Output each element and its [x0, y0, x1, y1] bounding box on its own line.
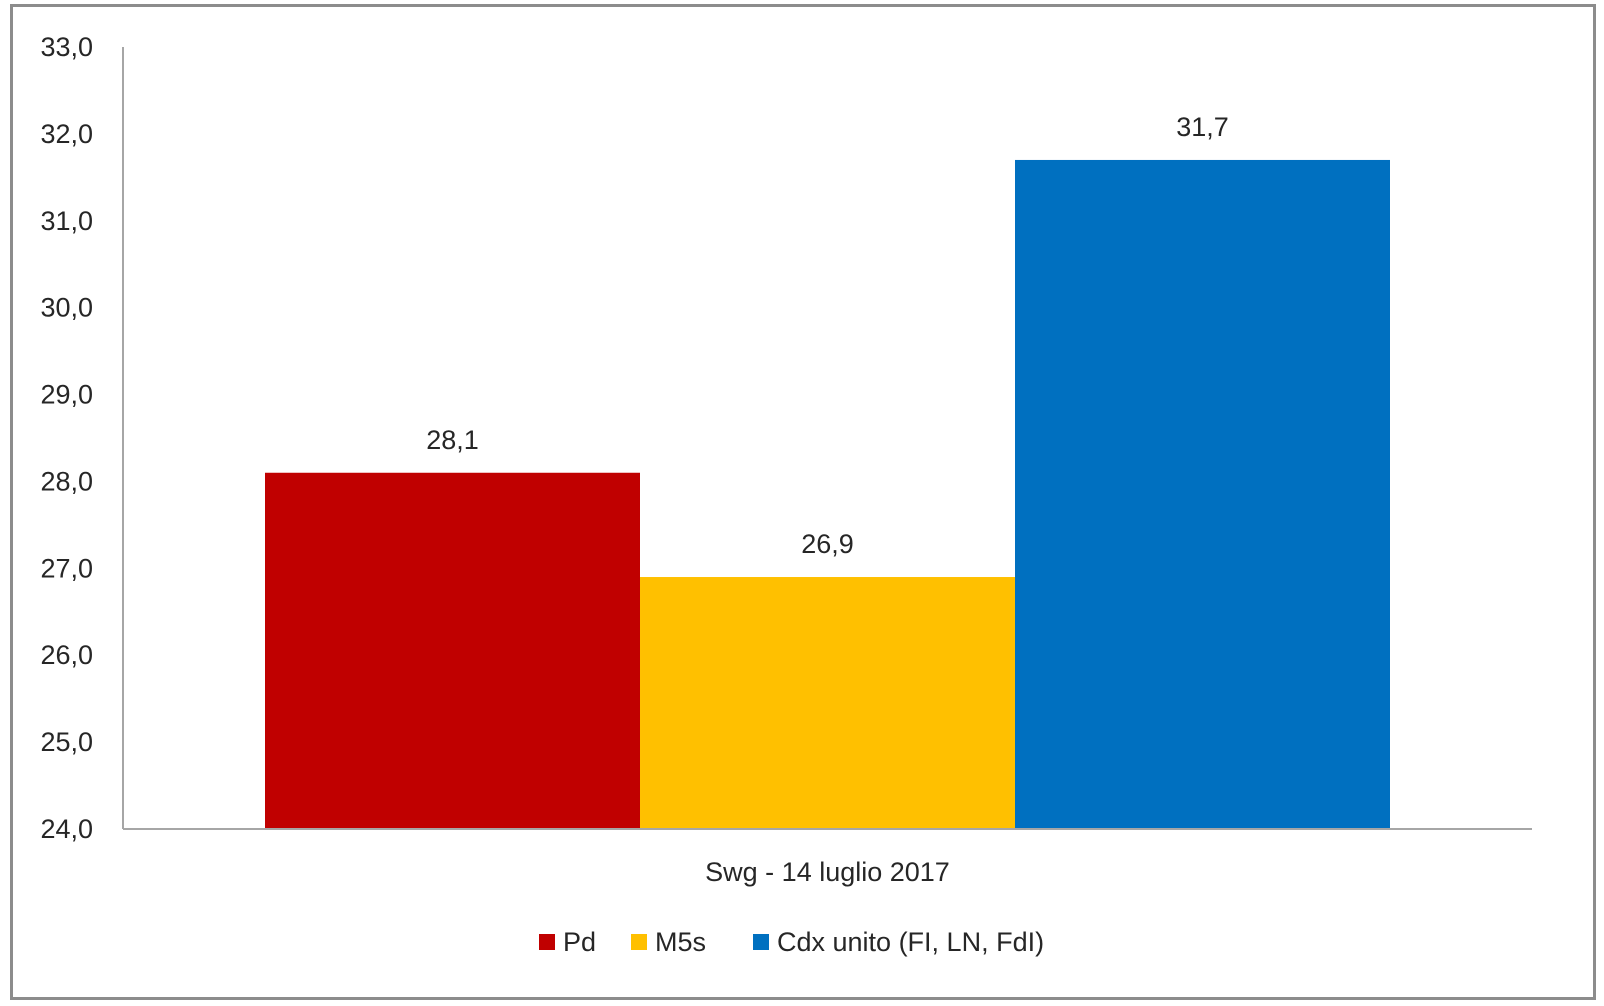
- legend-label: Cdx unito (FI, LN, FdI): [777, 927, 1044, 957]
- data-label: 31,7: [1176, 112, 1229, 142]
- bars: [265, 159, 1390, 829]
- legend-swatch: [539, 934, 555, 950]
- bar-pd: [265, 472, 640, 829]
- legend-label: Pd: [563, 927, 596, 957]
- legend-label: M5s: [655, 927, 706, 957]
- y-axis-tick-labels: 24,0 25,0 26,0 27,0 28,0 29,0 30,0 31,0 32,0 33,0: [40, 32, 93, 844]
- legend-swatch: [753, 934, 769, 950]
- x-axis-category-labels: Swg - 14 luglio 2017: [705, 857, 950, 887]
- legend-swatch: [631, 934, 647, 950]
- y-tick-label: 27,0: [40, 553, 93, 583]
- y-tick-label: 25,0: [40, 727, 93, 757]
- y-tick-label: 33,0: [40, 32, 93, 62]
- y-tick-label: 32,0: [40, 119, 93, 149]
- y-tick-label: 30,0: [40, 293, 93, 323]
- data-label: 26,9: [801, 529, 854, 559]
- data-labels: 28,1 26,9 31,7: [426, 112, 1229, 559]
- y-tick-label: 29,0: [40, 380, 93, 410]
- x-category-label: Swg - 14 luglio 2017: [705, 857, 950, 887]
- bar-chart: 24,0 25,0 26,0 27,0 28,0 29,0 30,0 31,0 32,0 33,0…: [40, 32, 1532, 957]
- chart-frame: 24,0 25,0 26,0 27,0 28,0 29,0 30,0 31,0 32,0 33,0…: [10, 4, 1596, 1000]
- y-tick-label: 24,0: [40, 814, 93, 844]
- legend: Pd M5s Cdx unito (FI, LN, FdI): [539, 927, 1044, 957]
- y-tick-label: 26,0: [40, 640, 93, 670]
- bar-cdx-unito-fi-ln-fdi: [1015, 159, 1390, 829]
- y-tick-label: 28,0: [40, 466, 93, 496]
- bar-m5s: [640, 577, 1015, 829]
- y-tick-label: 31,0: [40, 206, 93, 236]
- data-label: 28,1: [426, 425, 479, 455]
